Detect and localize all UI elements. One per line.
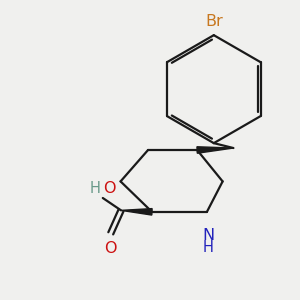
Polygon shape xyxy=(197,147,233,153)
Text: H: H xyxy=(203,240,214,255)
Text: Br: Br xyxy=(205,14,223,29)
Polygon shape xyxy=(121,208,152,215)
Text: O: O xyxy=(104,241,117,256)
Text: N: N xyxy=(202,228,214,243)
Text: O: O xyxy=(103,181,115,196)
Text: H: H xyxy=(90,181,101,196)
